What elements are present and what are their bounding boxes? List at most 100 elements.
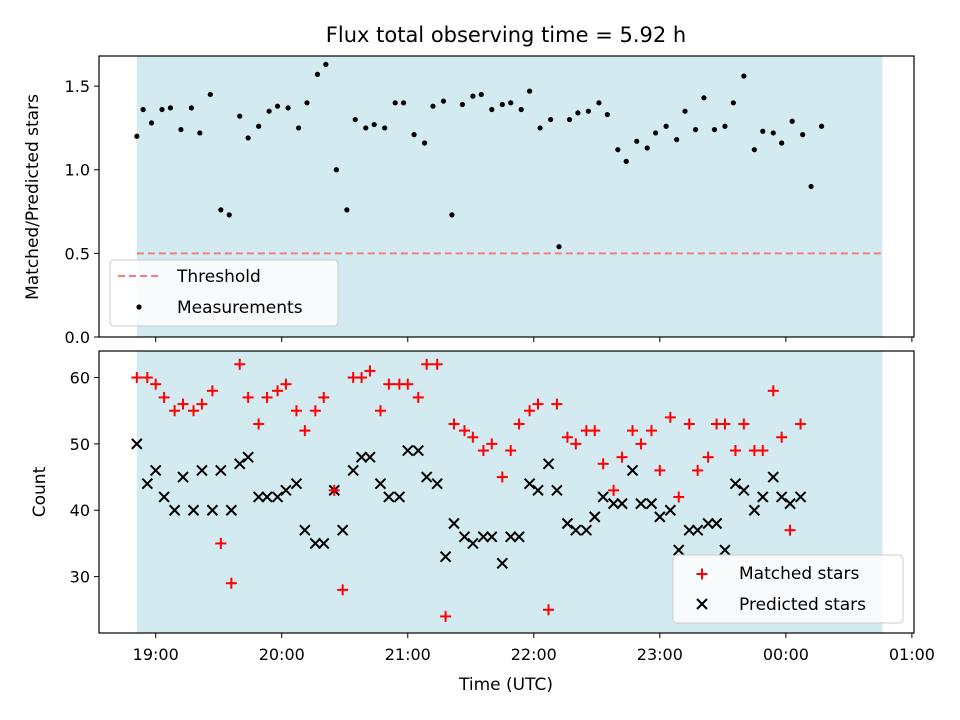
- predicted-point: [775, 491, 788, 503]
- measurement-point: [333, 167, 339, 173]
- predicted-point-b: [402, 444, 414, 457]
- x-tick-label: 00:00: [763, 645, 809, 664]
- top-y-tick-label: 0.0: [65, 328, 90, 347]
- matched-point: [486, 438, 498, 450]
- top-x-axis-ticks: [155, 337, 913, 342]
- predicted-point: [364, 451, 376, 463]
- predicted-point: [347, 464, 359, 477]
- measurement-point: [207, 91, 213, 98]
- predicted-point-b: [141, 477, 154, 490]
- matched-point: [616, 451, 628, 463]
- legend-predicted-swatch: [696, 598, 708, 610]
- matched-point: [272, 385, 284, 397]
- predicted-point-b: [513, 531, 525, 543]
- predicted-point-b: [347, 464, 359, 477]
- top-axes-frame: [98, 55, 915, 338]
- measurement-point: [808, 183, 814, 190]
- predicted-point-b: [683, 524, 695, 536]
- predicted-point-b: [420, 471, 433, 483]
- predicted-point-b: [607, 497, 620, 510]
- matched-point: [177, 398, 189, 410]
- measurement-point: [575, 110, 581, 116]
- matched-point: [635, 438, 647, 450]
- matched-point: [719, 418, 731, 430]
- predicted-point: [271, 491, 284, 503]
- predicted-point-b: [561, 517, 574, 530]
- matched-point: [561, 431, 573, 443]
- measurement-point: [218, 207, 224, 213]
- predicted-point: [654, 511, 666, 523]
- measurement-point: [800, 132, 806, 138]
- predicted-point-b: [280, 484, 292, 497]
- predicted-point: [532, 484, 544, 497]
- x-tick-label: 21:00: [385, 645, 431, 664]
- measurement-point: [256, 123, 262, 129]
- predicted-point: [748, 504, 761, 516]
- measurement-point: [449, 212, 455, 218]
- figure-title: Flux total observing time = 5.92 h: [326, 23, 686, 47]
- measurement-point: [615, 147, 621, 153]
- measurement-point: [314, 71, 321, 77]
- measurement-point: [818, 123, 825, 129]
- matched-point: [374, 405, 386, 417]
- measurement-point: [245, 135, 251, 141]
- measurement-point: [692, 126, 699, 133]
- predicted-point: [225, 504, 238, 516]
- measurement-point: [323, 61, 329, 67]
- measurement-point: [167, 105, 174, 111]
- measurement-point: [701, 95, 707, 101]
- predicted-point: [589, 511, 601, 523]
- predicted-point: [439, 550, 452, 563]
- predicted-point: [738, 484, 750, 497]
- predicted-point-b: [177, 471, 189, 483]
- legend-predicted-marker-shape-b: [696, 598, 708, 610]
- predicted-point: [542, 458, 555, 470]
- measurement-point: [226, 212, 232, 218]
- predicted-point: [187, 504, 200, 516]
- predicted-point-b: [767, 471, 779, 483]
- matched-point: [458, 425, 470, 437]
- matched-point: [299, 425, 311, 437]
- predicted-point: [458, 531, 471, 543]
- predicted-point-b: [616, 497, 628, 510]
- predicted-point-b: [729, 477, 742, 490]
- predicted-point: [355, 451, 368, 463]
- matched-point: [141, 372, 153, 384]
- matched-point: [551, 398, 563, 410]
- predicted-point: [150, 464, 162, 477]
- measurement-point: [623, 158, 629, 164]
- matched-point: [131, 372, 143, 384]
- predicted-point: [645, 497, 658, 510]
- predicted-point-b: [580, 524, 593, 536]
- predicted-point: [673, 544, 685, 556]
- measurement-point: [274, 103, 281, 109]
- x-tick-label: 20:00: [259, 645, 305, 664]
- predicted-point: [719, 544, 731, 556]
- predicted-point: [131, 438, 143, 450]
- matched-point: [337, 584, 349, 596]
- predicted-point-b: [748, 504, 761, 516]
- matched-point: [673, 491, 685, 503]
- legend-matched-label: Matched stars: [739, 564, 859, 584]
- legend-matched-swatch: [696, 568, 708, 580]
- predicted-point-b: [261, 491, 273, 503]
- matched-point: [412, 391, 424, 403]
- matched-point: [421, 358, 433, 370]
- measurement-point: [730, 100, 736, 106]
- matched-point: [524, 405, 536, 417]
- predicted-point-b: [719, 544, 731, 556]
- predicted-point: [683, 524, 695, 536]
- matched-point: [767, 385, 779, 397]
- matched-point: [513, 418, 525, 430]
- x-tick-label: 01:00: [889, 645, 935, 664]
- bottom-y-tick-label: 60: [70, 369, 90, 388]
- predicted-point: [420, 471, 433, 483]
- measurement-point: [751, 147, 757, 153]
- legend-matched-marker-shape: [696, 568, 708, 580]
- matched-point: [532, 398, 544, 410]
- matched-point: [692, 464, 704, 476]
- matched-point: [188, 405, 200, 417]
- predicted-point: [691, 524, 704, 536]
- matched-point: [215, 537, 227, 549]
